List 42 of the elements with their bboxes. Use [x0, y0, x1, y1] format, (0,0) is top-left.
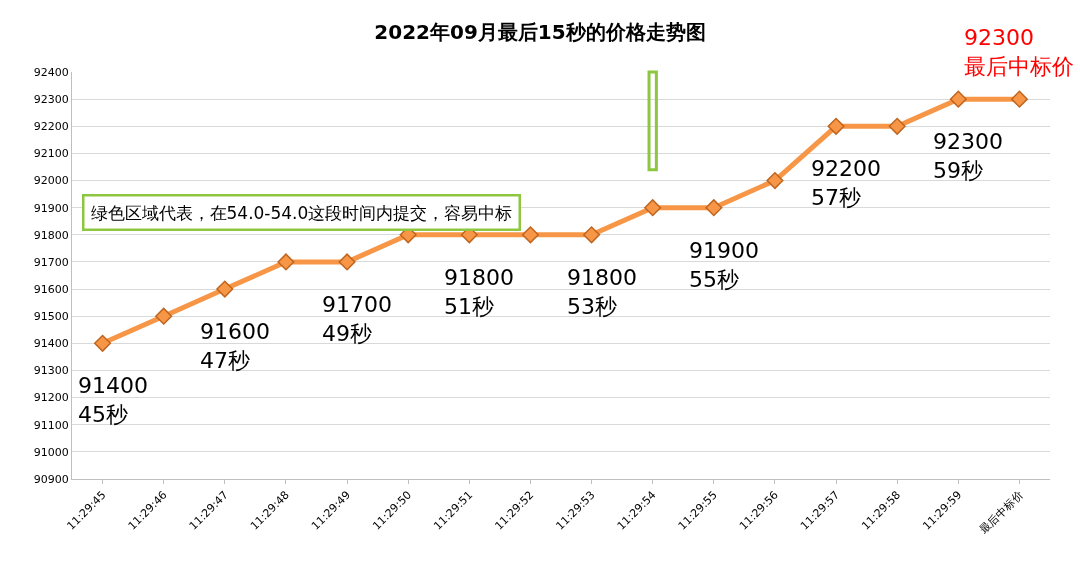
annotation: 92200 57秒 [811, 156, 881, 210]
y-tick-label: 91100 [33, 418, 69, 432]
y-tick-label: 91700 [33, 255, 69, 269]
y-tick-label: 91200 [33, 391, 69, 405]
annotation: 92300 59秒 [933, 129, 1003, 183]
point [583, 226, 601, 244]
point [644, 199, 662, 217]
y-tick-label: 91800 [33, 228, 69, 242]
y-tick-label: 91400 [33, 337, 69, 351]
y-tick-label: 92200 [33, 120, 69, 134]
annotation: 91400 45秒 [78, 373, 148, 427]
point [827, 117, 845, 135]
annotation: 91600 47秒 [200, 319, 270, 373]
point [277, 253, 295, 271]
y-tick-label: 91300 [33, 364, 69, 378]
point [1010, 90, 1028, 108]
y-tick-label: 92300 [33, 92, 69, 106]
y-tick-label: 91600 [33, 282, 69, 296]
point [338, 253, 356, 271]
point [888, 117, 906, 135]
point [94, 334, 112, 352]
chart-title: 2022年09月最后15秒的价格走势图 [374, 20, 706, 45]
point [216, 280, 234, 298]
y-tick-label: 92100 [33, 147, 69, 161]
y-tick-label: 92000 [33, 174, 69, 188]
point [521, 226, 539, 244]
y-tick-label: 90900 [33, 472, 69, 486]
y-tick-label: 92400 [33, 65, 69, 79]
annotation: 91800 51秒 [444, 265, 514, 319]
annotation: 91900 55秒 [689, 238, 759, 292]
point [766, 171, 784, 190]
y-tick-label: 91500 [33, 310, 69, 324]
annotation: 92300 最后中标价 [964, 25, 1074, 79]
point [949, 90, 967, 108]
annotation: 绿色区域代表，在54.0-54.0这段时间内提交，容易中标 [90, 202, 513, 223]
x-tick-label: 最后中标价 [977, 488, 1026, 537]
annotation: 91700 49秒 [322, 292, 392, 346]
y-tick-label: 91000 [33, 445, 69, 459]
point [155, 307, 173, 325]
y-tick-label: 91900 [33, 201, 69, 215]
annotation: 91800 53秒 [567, 265, 637, 319]
point [705, 199, 723, 217]
